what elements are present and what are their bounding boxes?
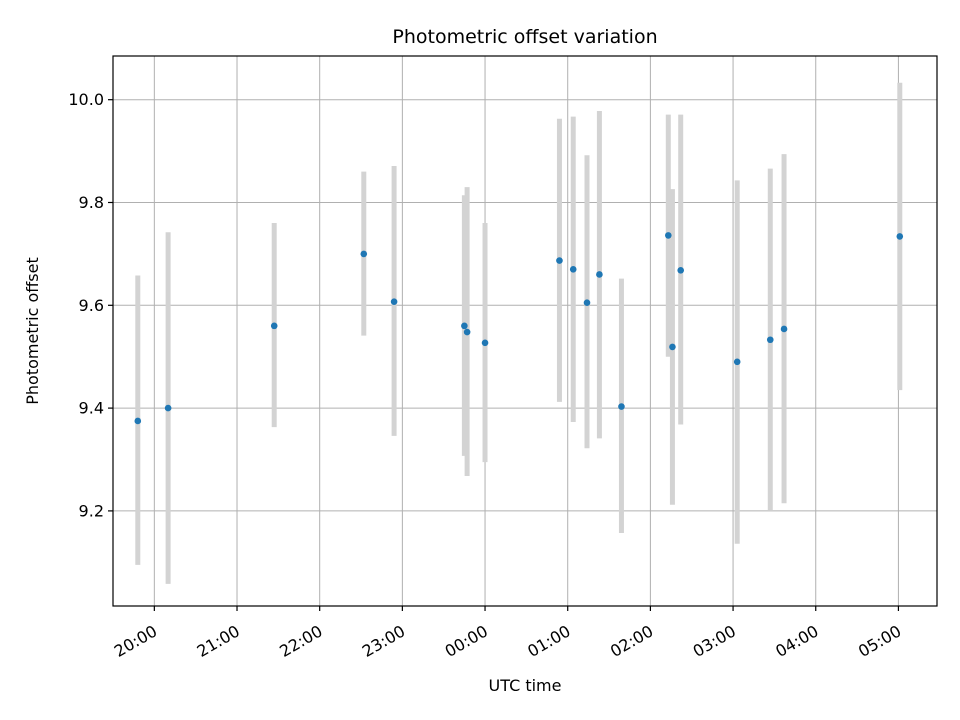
- x-tick-label: 23:00: [359, 621, 408, 661]
- grid: [113, 56, 937, 606]
- data-point: [461, 322, 468, 330]
- x-axis-label: UTC time: [489, 676, 562, 695]
- data-point: [360, 250, 368, 258]
- data-point: [556, 257, 563, 264]
- y-tick-label: 9.2: [79, 501, 104, 520]
- data-point: [390, 298, 398, 306]
- x-axis-ticks: 20:00 21:00 22:00 23:00 00:00 01:00 02:00 03:00…: [111, 606, 904, 661]
- data-points: [134, 232, 904, 425]
- data-point: [134, 417, 142, 425]
- x-tick-label: 05:00: [855, 621, 904, 661]
- x-tick-label: 03:00: [690, 621, 739, 661]
- x-tick-label: 02:00: [607, 621, 656, 661]
- y-tick-label: 9.6: [79, 296, 104, 315]
- x-tick-label: 22:00: [276, 621, 325, 661]
- y-tick-label: 9.4: [79, 399, 104, 418]
- data-point: [896, 233, 904, 240]
- plot-frame: [112, 55, 938, 607]
- chart-title: Photometric offset variation: [392, 26, 657, 48]
- data-point: [164, 404, 172, 412]
- data-point: [618, 403, 625, 410]
- x-tick-label: 21:00: [194, 621, 243, 661]
- x-tick-label: 04:00: [772, 621, 821, 661]
- y-axis-label: Photometric offset: [23, 257, 42, 405]
- data-point: [677, 267, 685, 274]
- data-point: [583, 299, 591, 307]
- data-point: [569, 266, 577, 273]
- x-tick-label: 01:00: [524, 621, 573, 661]
- y-tick-label: 10.0: [68, 90, 104, 109]
- data-point: [665, 232, 672, 239]
- data-point: [463, 328, 471, 336]
- error-bars: [135, 82, 903, 584]
- data-point: [596, 271, 603, 278]
- x-tick-label: 00:00: [442, 621, 491, 661]
- data-point: [481, 339, 489, 347]
- data-point: [270, 322, 278, 330]
- data-point: [766, 336, 774, 344]
- y-axis-ticks: 9.2 9.4 9.6 9.8 10.0: [68, 90, 113, 520]
- y-tick-label: 9.8: [79, 193, 104, 212]
- data-point: [669, 343, 676, 351]
- data-point: [780, 325, 788, 333]
- x-tick-label: 20:00: [111, 621, 160, 661]
- data-point: [733, 358, 741, 366]
